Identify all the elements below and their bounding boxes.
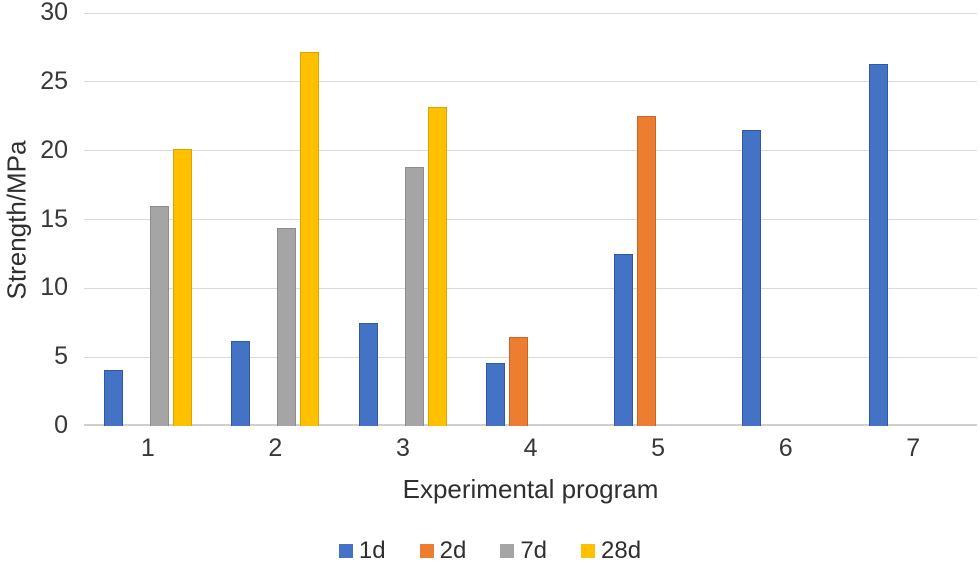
bar-7d-program-2	[277, 227, 297, 426]
legend-label: 28d	[601, 537, 642, 564]
legend: 1d 2d 7d 28d	[0, 537, 980, 565]
legend-item-28d: 28d	[581, 537, 641, 565]
bar-1d-program-2	[231, 340, 251, 426]
legend-item-2d: 2d	[419, 537, 467, 565]
y-tick-label: 10	[40, 273, 68, 302]
y-tick-label: 0	[54, 411, 68, 439]
gridline	[84, 287, 977, 289]
bar-group-7	[849, 13, 977, 426]
x-tick-label-6: 6	[778, 434, 793, 462]
bar-group-3	[339, 13, 467, 426]
bar-28d-program-1	[172, 149, 192, 426]
x-tick-label-2: 2	[268, 434, 283, 462]
bar-1d-program-5	[614, 253, 634, 426]
y-tick-label: 15	[40, 204, 68, 233]
bar-7d-program-3	[404, 167, 424, 426]
bar-group-5	[594, 13, 722, 426]
plot-area	[84, 12, 977, 426]
bar-group-4	[467, 13, 595, 426]
gridline	[84, 81, 977, 83]
gridline	[84, 12, 977, 14]
gridline	[84, 219, 977, 220]
legend-swatch-icon	[419, 544, 434, 558]
x-axis-ticks: 1 2 3 4 5 6 7	[84, 434, 977, 463]
bar-2d-program-4	[509, 336, 529, 426]
x-tick-label-1: 1	[140, 434, 155, 462]
x-tick-label-4: 4	[523, 434, 538, 462]
x-tick-label-5: 5	[651, 434, 666, 462]
legend-swatch-icon	[338, 544, 353, 558]
legend-item-7d: 7d	[500, 537, 547, 565]
legend-item-1d: 1d	[338, 537, 386, 565]
y-tick-label: 25	[40, 66, 68, 95]
x-axis-title: Experimental program	[402, 474, 659, 504]
legend-label: 2d	[439, 537, 467, 564]
y-tick-label: 5	[54, 342, 68, 371]
bar-7d-program-1	[149, 205, 169, 426]
bar-1d-program-6	[741, 130, 761, 426]
legend-label: 7d	[520, 537, 548, 564]
bar-28d-program-3	[427, 106, 447, 426]
bar-group-6	[722, 13, 850, 426]
bar-1d-program-1	[103, 369, 123, 426]
bar-2d-program-5	[637, 116, 657, 426]
bar-1d-program-7	[869, 63, 889, 426]
y-axis-ticks: 0 5 10 15 20 25 30	[0, 0, 68, 566]
gridline	[84, 150, 977, 152]
bar-1d-program-3	[358, 322, 378, 426]
bar-1d-program-4	[486, 362, 506, 426]
legend-swatch-icon	[500, 544, 515, 558]
gridline	[84, 356, 977, 358]
x-tick-label-7: 7	[906, 434, 921, 462]
x-axis-line	[84, 424, 977, 426]
bar-group-2	[212, 13, 340, 426]
bar-28d-program-2	[300, 51, 320, 426]
x-tick-label-3: 3	[395, 434, 410, 462]
legend-label: 1d	[358, 537, 386, 564]
legend-swatch-icon	[581, 544, 596, 558]
y-tick-label: 30	[40, 0, 68, 26]
y-tick-label: 20	[40, 135, 68, 164]
bar-group-1	[84, 13, 212, 426]
